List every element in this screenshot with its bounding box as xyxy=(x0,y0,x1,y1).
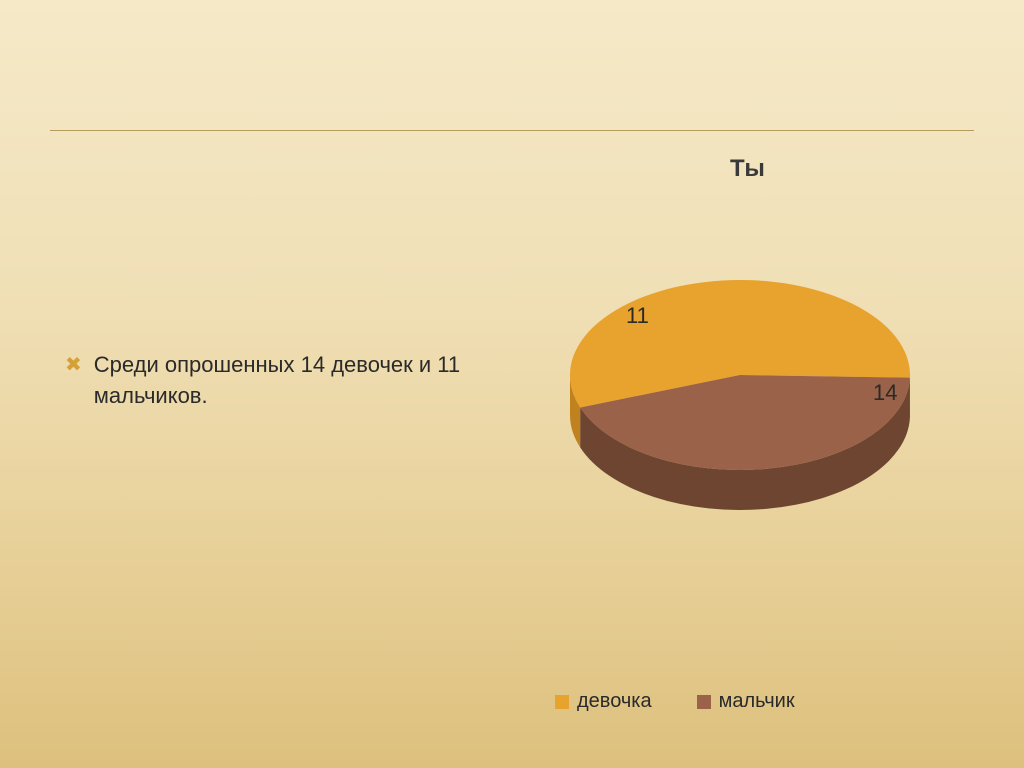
legend-label-1: девочка xyxy=(577,690,652,713)
bullet-list: ✖ Среди опрошенных 14 девочек и 11 мальч… xyxy=(65,350,485,412)
bullet-star-icon: ✖ xyxy=(65,350,82,380)
legend-label-2: мальчик xyxy=(719,690,795,713)
chart-legend: девочка мальчик xyxy=(555,690,795,713)
legend-swatch-2 xyxy=(697,695,711,709)
data-label-1: 14 xyxy=(873,380,897,406)
bullet-text: Среди опрошенных 14 девочек и 11 мальчик… xyxy=(94,350,485,412)
legend-item-1: девочка xyxy=(555,690,652,713)
bullet-item: ✖ Среди опрошенных 14 девочек и 11 мальч… xyxy=(65,350,485,412)
legend-swatch-1 xyxy=(555,695,569,709)
pie-chart: 14 11 xyxy=(540,245,940,545)
chart-title: Ты xyxy=(730,155,765,183)
legend-item-2: мальчик xyxy=(697,690,795,713)
data-label-2: 11 xyxy=(626,303,649,329)
horizontal-divider xyxy=(50,130,974,131)
